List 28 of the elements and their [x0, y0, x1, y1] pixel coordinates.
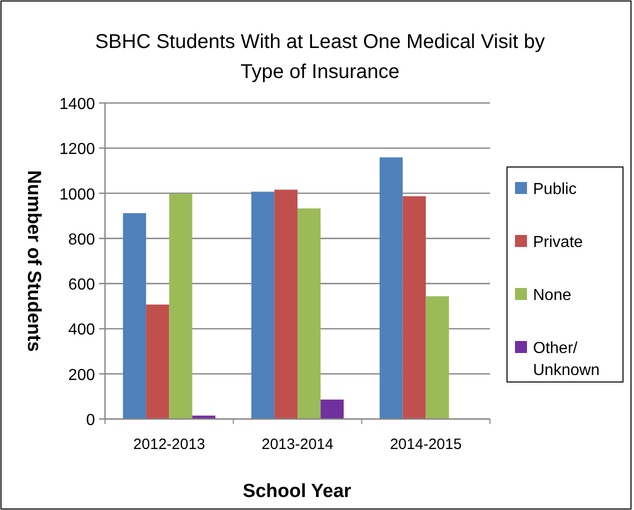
chart-title: SBHC Students With at Least One Medical Visit by Type of Insurance — [95, 31, 545, 83]
bar — [274, 190, 298, 419]
bar — [298, 208, 321, 419]
y-tick-label: 200 — [68, 366, 96, 384]
y-axis-title: Number of Students — [23, 170, 44, 352]
bar — [320, 400, 344, 419]
y-tick-label: 1400 — [59, 96, 96, 113]
bar — [251, 192, 274, 419]
y-tick-label: 1200 — [59, 141, 96, 158]
bar — [169, 194, 192, 419]
legend-label: Public — [533, 181, 577, 198]
y-tick-label: 0 — [86, 412, 96, 429]
x-tick-label: 2013-2014 — [262, 436, 334, 453]
bar — [426, 296, 449, 419]
y-tick-label: 1000 — [59, 186, 96, 204]
x-axis-title: School Year — [242, 481, 352, 502]
x-tick-label: 2014-2015 — [390, 436, 462, 453]
legend-label: None — [533, 287, 572, 304]
y-tick-label: 600 — [68, 276, 96, 294]
bar — [402, 196, 426, 419]
bar — [122, 213, 146, 419]
bar — [146, 304, 170, 419]
x-tick-label: 2012-2013 — [133, 436, 206, 453]
bar — [380, 157, 403, 419]
legend-label: Private — [533, 234, 583, 251]
y-tick-label: 800 — [68, 231, 96, 248]
legend-label: Other/ Unknown — [533, 340, 600, 379]
y-tick-label: 400 — [68, 322, 96, 339]
